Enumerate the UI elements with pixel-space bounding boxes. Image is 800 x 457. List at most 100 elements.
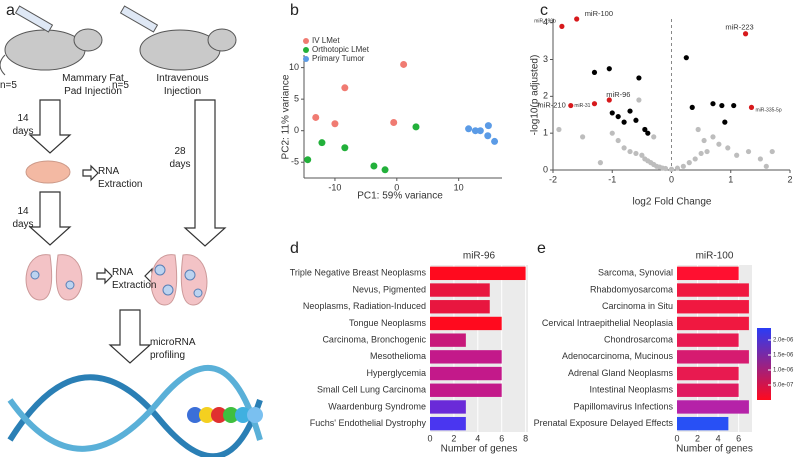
x-tick-label: 2 bbox=[451, 433, 456, 443]
point bbox=[370, 162, 378, 170]
point bbox=[757, 156, 763, 162]
point bbox=[722, 119, 728, 125]
point bbox=[633, 150, 639, 157]
chart-title: miR-100 bbox=[696, 251, 734, 262]
label: microRNA profiling bbox=[150, 337, 196, 361]
point bbox=[716, 141, 722, 147]
mouse-left bbox=[0, 5, 103, 76]
panel-letter: d bbox=[290, 240, 299, 257]
label: Mammary Fat Pad Injection bbox=[62, 73, 124, 97]
label: 14 days bbox=[12, 206, 34, 230]
y-axis-label: PC2: 11% variance bbox=[281, 74, 292, 159]
point bbox=[609, 110, 615, 116]
point bbox=[591, 101, 598, 107]
x-tick-label: 4 bbox=[716, 433, 721, 443]
point bbox=[627, 108, 633, 114]
point bbox=[559, 23, 565, 29]
point bbox=[484, 132, 492, 140]
point bbox=[580, 134, 586, 140]
point bbox=[331, 120, 339, 128]
point bbox=[476, 127, 484, 135]
point-label: miR-96 bbox=[606, 90, 630, 99]
bar bbox=[430, 266, 526, 281]
bar bbox=[677, 316, 749, 331]
panel-letter: c bbox=[540, 2, 548, 19]
point bbox=[680, 163, 686, 169]
y-tick-label: 4 bbox=[543, 17, 548, 27]
label: 14 days bbox=[12, 113, 34, 137]
lungs bbox=[25, 254, 208, 306]
point bbox=[627, 148, 633, 155]
y-tick-label: Carcinoma, Bronchogenic bbox=[322, 335, 426, 345]
bar bbox=[677, 333, 739, 347]
y-tick-label: Adrenal Gland Neoplasms bbox=[568, 368, 674, 378]
bar bbox=[430, 350, 502, 364]
label: RNA Extraction bbox=[112, 267, 157, 291]
point bbox=[763, 163, 769, 169]
y-tick-label: 0 bbox=[543, 164, 548, 174]
x-tick-label: 8 bbox=[523, 433, 528, 443]
y-tick-label: 1 bbox=[543, 128, 548, 138]
bar bbox=[677, 366, 739, 381]
x-tick-label: 6 bbox=[499, 433, 504, 443]
y-tick-label: Hyperglycemia bbox=[366, 368, 426, 378]
label: n=5 bbox=[0, 80, 17, 91]
y-tick-label: Cervical Intraepithelial Neoplasia bbox=[542, 318, 673, 328]
x-tick-label: 2 bbox=[695, 433, 700, 443]
bar bbox=[430, 316, 502, 331]
y-tick-label: Triple Negative Breast Neoplasms bbox=[290, 268, 427, 278]
y-tick-label: Sarcoma, Synovial bbox=[598, 268, 673, 278]
bar bbox=[677, 350, 749, 364]
point bbox=[484, 122, 492, 130]
label: RNA Extraction bbox=[98, 166, 143, 190]
bar bbox=[430, 300, 490, 314]
panel-letter: e bbox=[537, 240, 546, 257]
colorbar-label: 1.5e-06 bbox=[773, 353, 794, 359]
legend-swatch bbox=[303, 56, 309, 62]
dna bbox=[7, 364, 263, 457]
point bbox=[748, 104, 755, 110]
point-label: miR-210 bbox=[537, 101, 565, 110]
y-tick-label: Papillomavirus Infections bbox=[573, 401, 673, 411]
x-tick-label: 0 bbox=[394, 182, 399, 192]
legend-swatch bbox=[303, 47, 309, 53]
tissue bbox=[25, 160, 71, 184]
point bbox=[390, 118, 398, 126]
x-tick-label: 0 bbox=[427, 433, 432, 443]
bar bbox=[430, 416, 466, 431]
point bbox=[719, 102, 725, 109]
y-axis-label: -log10(p adjusted) bbox=[530, 55, 541, 136]
legend-label: Orthotopic LMet bbox=[312, 45, 370, 54]
point bbox=[742, 31, 749, 37]
point bbox=[662, 165, 669, 172]
point bbox=[642, 126, 648, 133]
point bbox=[734, 152, 740, 158]
point bbox=[556, 126, 562, 133]
point-label: miR-196b bbox=[534, 19, 556, 25]
y-tick-label: 3 bbox=[543, 54, 548, 64]
colorbar-label: 5.0e-07 bbox=[773, 383, 794, 389]
point bbox=[621, 145, 627, 151]
bar bbox=[677, 283, 749, 297]
panel-letter: a bbox=[6, 2, 15, 19]
x-axis-label: Number of genes bbox=[441, 444, 518, 455]
point bbox=[606, 97, 612, 103]
point bbox=[568, 102, 574, 109]
point bbox=[701, 137, 707, 144]
legend-swatch bbox=[303, 38, 309, 44]
point bbox=[686, 160, 692, 166]
x-tick-label: 6 bbox=[736, 433, 741, 443]
label: 28 days bbox=[169, 146, 191, 170]
x-tick-label: 1 bbox=[728, 174, 733, 184]
point-label: miR-335-5p bbox=[755, 108, 781, 114]
x-axis-label: PC1: 59% variance bbox=[357, 191, 443, 202]
point bbox=[606, 66, 612, 72]
panel-letter: b bbox=[290, 2, 299, 19]
point bbox=[639, 152, 645, 158]
x-tick-label: -10 bbox=[328, 182, 341, 192]
point bbox=[621, 119, 627, 125]
point-label: miR-31 bbox=[574, 103, 590, 109]
point bbox=[471, 127, 479, 135]
point bbox=[769, 148, 775, 155]
